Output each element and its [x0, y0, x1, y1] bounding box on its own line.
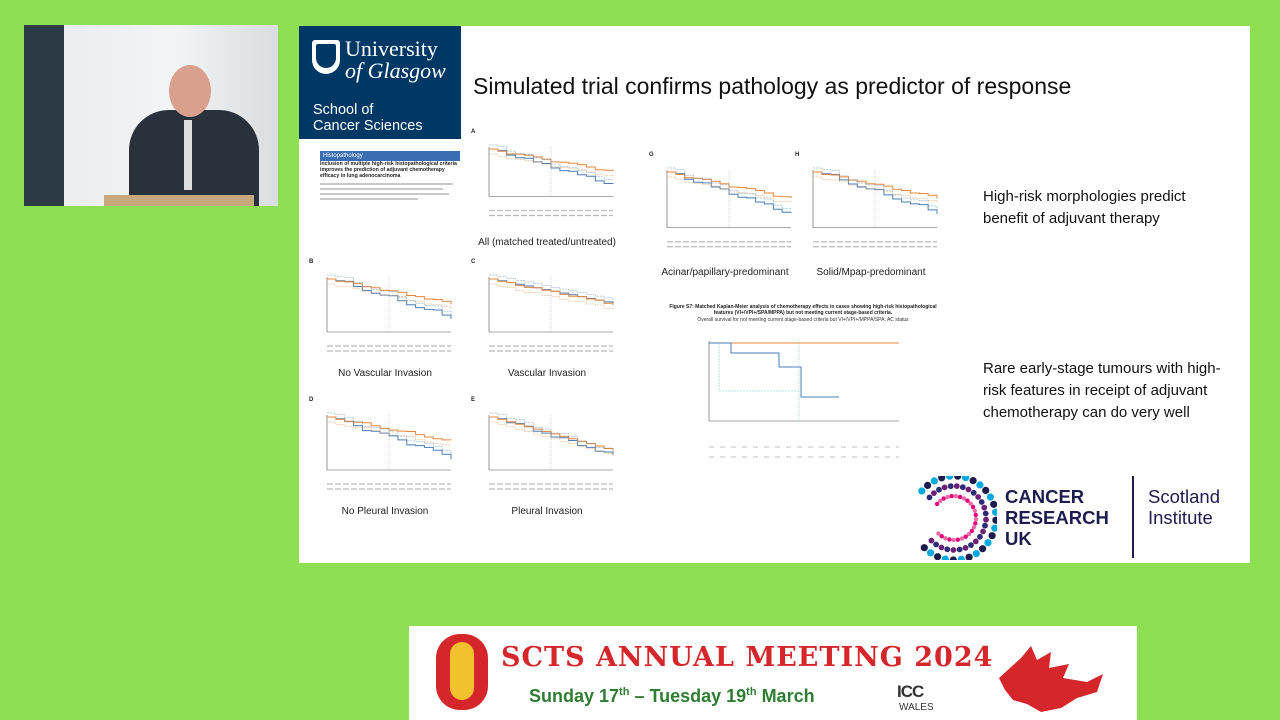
panel-caption: No Pleural Invasion: [341, 506, 429, 517]
km-panel-b: B No Vascular Invasion: [309, 259, 461, 379]
cruk-scotland-institute-logo: CANCER RESEARCH UK Scotland Institute: [911, 474, 1251, 562]
institute-text-line2: Institute: [1148, 507, 1213, 528]
meeting-dates: Sunday 17th – Tuesday 19th March: [529, 686, 815, 706]
speaker-lanyard: [184, 120, 192, 190]
welsh-dragon-icon: [999, 646, 1103, 712]
km-plot: [488, 412, 614, 490]
figure-s7-caption: Figure S7: Matched Kaplan-Meier analysis…: [669, 304, 937, 316]
school-name-line1: School of: [313, 102, 374, 118]
km-plot: [326, 412, 452, 490]
cruk-text-line1: CANCER: [1005, 486, 1085, 507]
podium: [104, 195, 254, 206]
panel-letter: H: [795, 152, 800, 158]
speaker-video: [24, 25, 278, 206]
km-panel-c: C Vascular Invasion: [471, 259, 623, 379]
panel-letter: G: [649, 152, 654, 158]
panel-letter: C: [471, 259, 476, 265]
km-plot: [326, 274, 452, 352]
paper-thumbnail: Histopathology Inclusion of multiple hig…: [320, 151, 460, 243]
km-plot: [488, 144, 614, 217]
figure-s7-plot: [708, 341, 899, 458]
panel-letter: A: [471, 129, 476, 135]
conference-banner: SCTS ANNUAL MEETING 2024 Sunday 17th – T…: [409, 626, 1137, 720]
panel-caption: No Vascular Invasion: [338, 368, 432, 379]
panel-letter: D: [309, 397, 314, 403]
figure-s7-subtitle: Overall survival for not meeting current…: [697, 317, 909, 323]
journal-name: Histopathology: [320, 151, 460, 161]
paper-title: Inclusion of multiple high-risk histopat…: [320, 161, 457, 180]
presentation-slide: University of Glasgow School of Cancer S…: [299, 26, 1250, 563]
speaker-head: [169, 65, 211, 117]
cruk-dots-icon: [918, 476, 997, 560]
km-panel-a: A All (matched treated/untreated): [471, 129, 623, 249]
crest-icon: [312, 40, 340, 74]
speaker-body: [129, 110, 259, 206]
cruk-text-line3: UK: [1005, 528, 1032, 549]
panel-caption: All (matched treated/untreated): [478, 237, 616, 248]
university-of-glasgow-logo: University of Glasgow School of Cancer S…: [299, 26, 461, 139]
icc-logo: ICC: [897, 682, 924, 701]
icc-wales-label: WALES: [899, 702, 934, 713]
panel-letter: E: [471, 397, 476, 403]
km-plot: [812, 167, 938, 248]
figure-s7: Figure S7: Matched Kaplan-Meier analysis…: [663, 304, 943, 323]
km-panel-h: H Solid/Mpap-predominant: [795, 152, 947, 282]
university-name-line1: University: [345, 36, 438, 61]
km-panel-d: D No Pleural Invasion: [309, 397, 461, 517]
bullet-point: Rare early-stage tumours with high-risk …: [983, 360, 1221, 421]
bullet-point: High-risk morphologies predict benefit o…: [983, 188, 1186, 227]
km-panel-e: E Pleural Invasion: [471, 397, 623, 517]
panel-caption: Solid/Mpap-predominant: [816, 267, 926, 278]
cruk-text-line2: RESEARCH: [1005, 507, 1109, 528]
panel-letter: B: [309, 259, 314, 265]
university-name-line2: of Glasgow: [345, 58, 446, 83]
km-plot: [666, 167, 792, 248]
panel-caption: Acinar/papillary-predominant: [661, 267, 789, 278]
panel-caption: Vascular Invasion: [507, 368, 587, 379]
slide-title: Simulated trial confirms pathology as pr…: [473, 73, 1072, 99]
video-wall: [24, 25, 64, 206]
school-name-line2: Cancer Sciences: [313, 118, 423, 134]
logo-separator: [1132, 476, 1134, 558]
meeting-title: SCTS ANNUAL MEETING 2024: [501, 642, 994, 673]
panel-caption: Pleural Invasion: [511, 506, 583, 517]
institute-text-line1: Scotland: [1148, 486, 1220, 507]
scts-emblem-icon: [436, 634, 488, 710]
km-plot: [488, 274, 614, 352]
km-panel-g: G Acinar/papillary-predominant: [649, 152, 801, 282]
